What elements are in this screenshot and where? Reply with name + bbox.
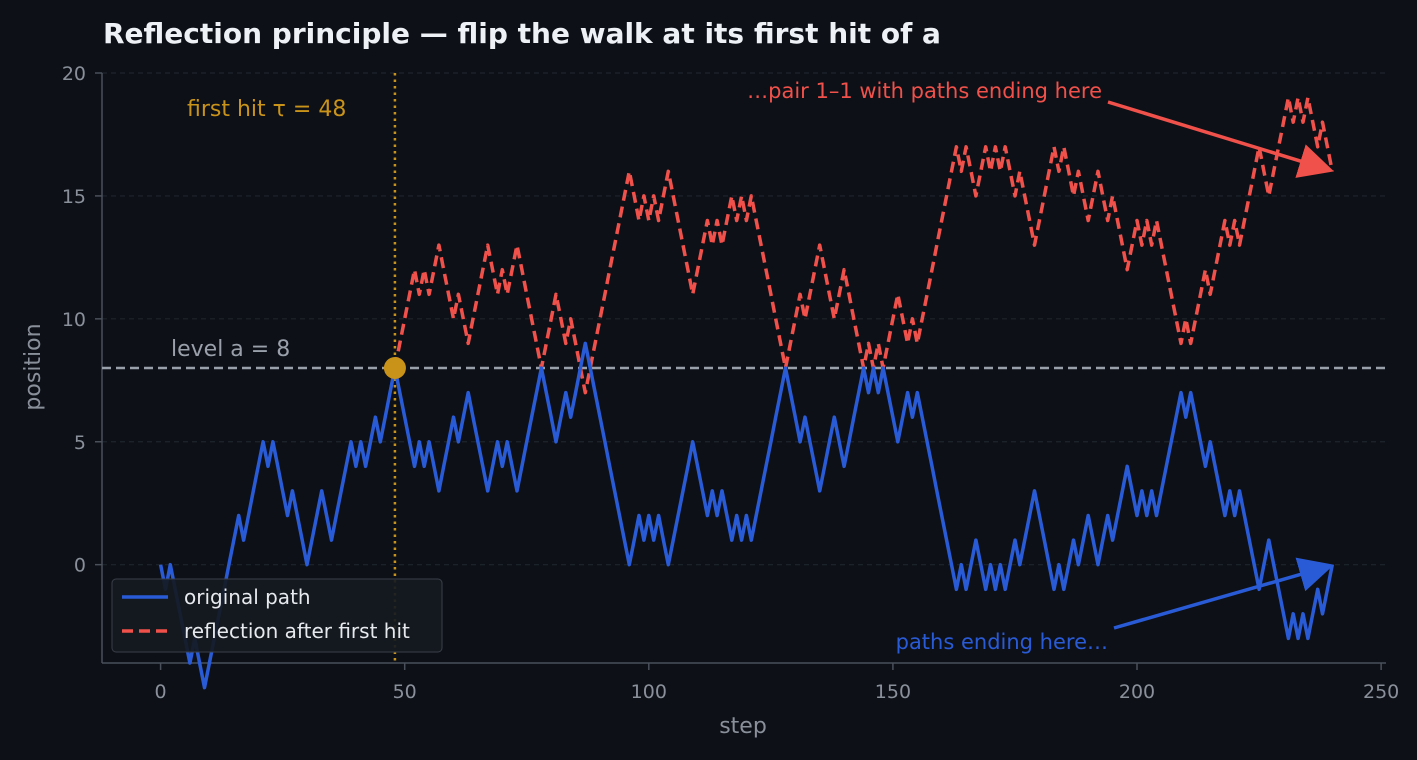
x-axis-label: step (719, 714, 767, 739)
original-end-annotation: paths ending here… (896, 630, 1108, 654)
y-ticks: 0 5 10 15 20 (62, 63, 102, 577)
y-axis-label: position (21, 323, 46, 410)
first-hit-label: first hit τ = 48 (187, 97, 346, 122)
reflected-end-arrow (1107, 100, 1334, 178)
legend: original path reflection after first hit (111, 578, 443, 653)
x-tick-label: 100 (631, 681, 667, 703)
y-tick-label: 20 (62, 63, 86, 85)
chart-title: Reflection principle — flip the walk at … (103, 17, 941, 50)
y-tick-label: 0 (74, 555, 86, 577)
x-tick-label: 150 (875, 681, 911, 703)
level-label: level a = 8 (171, 337, 290, 362)
original-path-line (158, 341, 1335, 690)
legend-label-original: original path (184, 585, 311, 609)
reflected-end-annotation: …pair 1–1 with paths ending here (747, 79, 1102, 103)
x-ticks: 0 50 100 150 200 250 (155, 663, 1399, 703)
legend-box (111, 578, 443, 653)
grid (102, 72, 1386, 566)
x-tick-label: 0 (155, 681, 167, 703)
x-tick-label: 200 (1119, 681, 1155, 703)
reflected-path-line (393, 95, 1335, 395)
legend-label-reflected: reflection after first hit (184, 619, 410, 643)
y-tick-label: 10 (62, 309, 86, 331)
x-tick-label: 50 (393, 681, 417, 703)
y-tick-label: 5 (74, 432, 86, 454)
first-hit-marker (383, 357, 406, 379)
original-end-arrow (1113, 557, 1335, 630)
x-tick-label: 250 (1363, 681, 1399, 703)
y-tick-label: 15 (62, 186, 86, 208)
